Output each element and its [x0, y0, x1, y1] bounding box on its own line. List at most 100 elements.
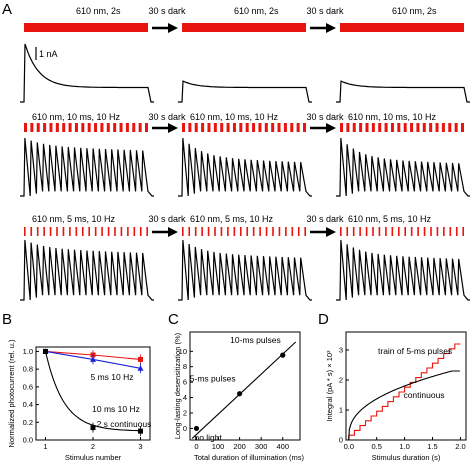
arrow-head: [326, 23, 336, 33]
light-pulse: [43, 227, 45, 236]
light-pulse: [226, 123, 230, 132]
light-pulse: [239, 227, 242, 236]
y-tick-label: 10: [179, 347, 187, 356]
stimulus-label: 610 nm, 5 ms, 10 Hz: [348, 214, 432, 224]
plot-frame: [345, 331, 467, 441]
arrow-head: [168, 23, 178, 33]
scale-bar-label: 1 nA: [39, 49, 58, 59]
light-pulse: [220, 123, 224, 132]
light-pulse: [285, 227, 287, 236]
light-pulse: [114, 227, 116, 236]
scale-bar: 1 nA: [35, 47, 58, 60]
y-tick-label: 2: [339, 376, 343, 385]
light-pulse: [359, 227, 361, 236]
y-tick-label: 4: [183, 393, 187, 402]
y-tick-label: 6: [183, 378, 187, 387]
light-pulse: [258, 123, 262, 132]
light-pulse: [36, 227, 39, 236]
dark-interval-label: 30 s dark: [148, 112, 186, 122]
light-pulse: [194, 227, 197, 236]
light-pulse: [283, 123, 287, 132]
light-pulse: [461, 123, 464, 132]
x-tick-label: 300: [255, 442, 268, 451]
light-pulse: [49, 123, 53, 132]
trace-block-r2-c3: 610 nm, 10 ms, 10 Hz: [336, 112, 470, 197]
light-pulse: [340, 227, 342, 236]
light-pulse: [429, 123, 433, 132]
plot-frame: [189, 331, 301, 441]
light-pulse: [194, 123, 198, 132]
light-pulse: [448, 123, 452, 132]
point-label-10ms: 10-ms pulses: [230, 335, 281, 345]
x-tick-label: 100: [212, 442, 225, 451]
arrow-head: [168, 227, 178, 237]
light-pulse: [303, 123, 306, 132]
light-pulse: [422, 123, 426, 132]
light-pulse: [30, 227, 33, 236]
current-trace: [178, 239, 312, 301]
y-tick-label: 1.0: [23, 347, 33, 356]
light-pulse: [125, 123, 129, 132]
y-axis-label: Long-lasting desensitization (%): [173, 332, 182, 439]
light-pulse: [201, 123, 205, 132]
light-pulse: [290, 123, 294, 132]
light-pulse: [271, 123, 275, 132]
light-pulse: [259, 227, 261, 236]
y-tick-label: 2: [183, 409, 187, 418]
y-tick-label: 0: [339, 436, 343, 445]
light-pulse: [24, 123, 27, 132]
light-pulse: [227, 227, 229, 236]
x-tick-label: 2.0: [455, 442, 465, 451]
stimulus-label: 610 nm, 5 ms, 10 Hz: [32, 214, 116, 224]
light-pulse: [182, 227, 184, 236]
light-pulse: [449, 227, 452, 236]
light-pulse: [278, 227, 281, 236]
stimulus-label: 610 nm, 2s: [234, 6, 279, 16]
y-axis-label: Integral (pA * s) × 10³: [325, 350, 334, 422]
panel-a-letter: A: [2, 1, 12, 18]
light-pulse: [214, 227, 216, 236]
light-pulse: [69, 227, 71, 236]
current-trace: [336, 239, 470, 301]
x-tick-label: 0.0: [344, 442, 354, 451]
light-bar: [182, 23, 306, 32]
point-label-no-light: no light: [194, 432, 222, 442]
dark-interval-label: 30 s dark: [148, 214, 186, 224]
light-pulse: [410, 123, 414, 132]
point-label-5ms: 5-ms pulses: [190, 374, 236, 384]
stimulus-label: 610 nm, 5 ms, 10 Hz: [190, 214, 274, 224]
light-pulse: [346, 123, 350, 132]
light-pulse: [340, 123, 343, 132]
arrow-head: [168, 123, 178, 133]
current-trace: [336, 80, 470, 103]
light-pulse: [24, 227, 26, 236]
light-pulse: [94, 227, 97, 236]
data-point: [43, 348, 48, 354]
light-pulse: [56, 227, 58, 236]
light-pulse: [127, 227, 129, 236]
light-pulse: [182, 123, 185, 132]
stimulus-label: 610 nm, 10 ms, 10 Hz: [190, 112, 279, 122]
light-pulse: [372, 227, 374, 236]
trace-block-r1-c1: 610 nm, 2s 30 s dark: [20, 6, 186, 103]
light-pulse: [49, 227, 52, 236]
x-tick-label: 1.5: [427, 442, 437, 451]
panel-a-traces: 610 nm, 2s 30 s dark 610 nm, 2s 30 s dark 61…: [20, 6, 470, 301]
light-pulse: [207, 123, 211, 132]
trace-block-r1-c2: 610 nm, 2s 30 s dark: [178, 6, 344, 103]
light-pulse: [106, 123, 110, 132]
stimulus-label: 610 nm, 2s: [392, 6, 437, 16]
panel-d-letter: D: [318, 311, 329, 328]
light-pulse: [245, 123, 249, 132]
light-pulse: [277, 123, 281, 132]
series-label-10ms: 10 ms 10 Hz: [92, 404, 140, 414]
light-pulse: [133, 227, 136, 236]
x-tick-label: 2: [91, 442, 95, 451]
light-pulse: [62, 123, 66, 132]
light-pulse: [391, 227, 394, 236]
light-pulse: [462, 227, 464, 236]
light-pulse: [385, 227, 387, 236]
light-pulse: [139, 227, 142, 236]
light-pulse: [94, 123, 98, 132]
